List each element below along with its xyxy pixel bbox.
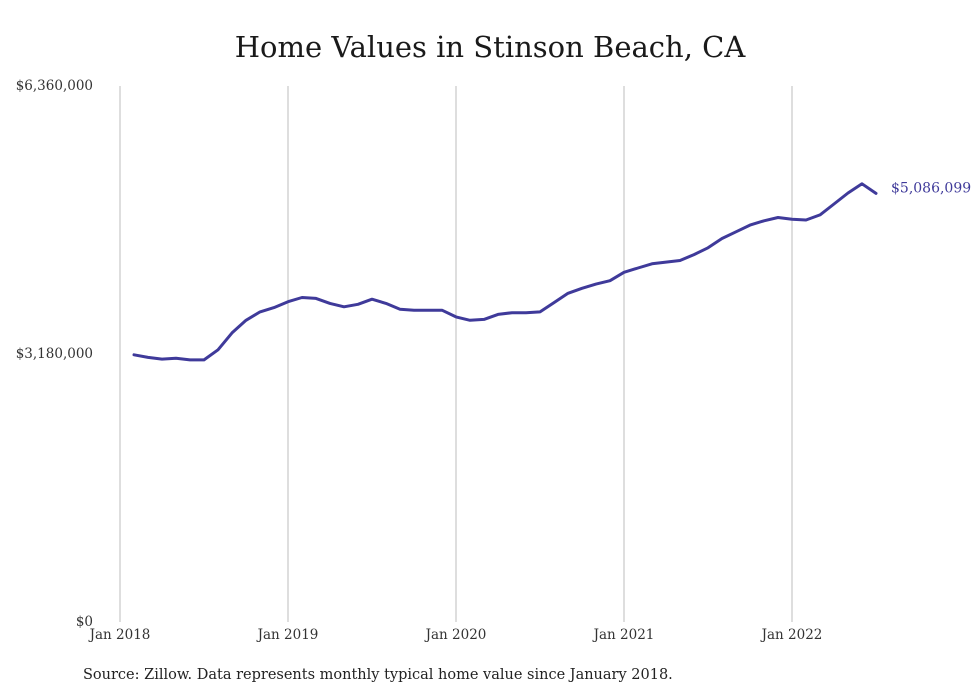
end-value-label: $5,086,099: [891, 180, 971, 196]
x-tick-label: Jan 2018: [88, 627, 151, 643]
x-tick-label: Jan 2021: [592, 627, 655, 643]
chart-title: Home Values in Stinson Beach, CA: [234, 30, 746, 64]
x-tick-label: Jan 2019: [256, 627, 319, 643]
home-value-series-line: [132, 182, 878, 362]
y-tick-label: $0: [76, 614, 93, 630]
x-axis-labels: Jan 2018 Jan 2019 Jan 2020 Jan 2021 Jan 2022: [88, 627, 823, 643]
x-tick-label: Jan 2020: [424, 627, 487, 643]
source-note: Source: Zillow. Data represents monthly …: [83, 667, 673, 683]
grid-lines: [119, 86, 793, 622]
y-tick-label: $6,360,000: [16, 78, 93, 94]
x-tick-label: Jan 2022: [760, 627, 823, 643]
y-axis-labels: $0 $3,180,000 $6,360,000: [16, 78, 93, 630]
y-tick-label: $3,180,000: [16, 346, 93, 362]
